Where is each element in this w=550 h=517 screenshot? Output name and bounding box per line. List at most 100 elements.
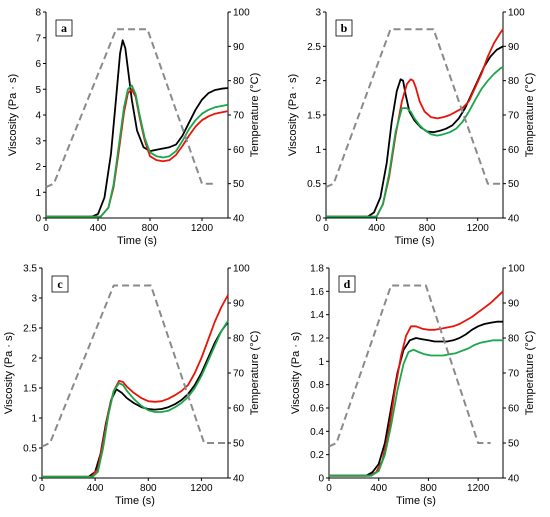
y2-tick-label: 40 bbox=[233, 214, 245, 225]
x-tick-label: 400 bbox=[87, 483, 104, 494]
panel-label: a bbox=[61, 21, 67, 35]
y2-tick-label: 60 bbox=[508, 145, 520, 156]
x-tick-label: 400 bbox=[368, 223, 385, 234]
y-tick-label: 1.2 bbox=[310, 334, 324, 345]
y2-tick-label: 90 bbox=[233, 299, 245, 310]
y2-tick-label: 50 bbox=[508, 439, 520, 450]
y2-tick-label: 70 bbox=[508, 111, 520, 122]
chart-panel-b: 0 0.5 1 1.5 2 2.5 3 40 50 60 70 80 90 100 0 400 800 1200 T… bbox=[287, 8, 536, 248]
x-tick-label: 1200 bbox=[190, 483, 213, 494]
y2-tick-label: 90 bbox=[508, 299, 520, 310]
temperature-line bbox=[328, 284, 491, 448]
y-tick-label: 2 bbox=[31, 354, 37, 365]
y2-axis-label: Temperature (°C) bbox=[249, 331, 261, 415]
y-tick-label: 0.5 bbox=[23, 444, 37, 455]
y-tick-label: 1 bbox=[35, 188, 41, 199]
panel-label: c bbox=[57, 277, 63, 291]
temperature-line bbox=[41, 284, 228, 448]
y-tick-label: 0.6 bbox=[310, 404, 324, 415]
y-tick-label: 4 bbox=[35, 111, 41, 122]
y2-tick-label: 100 bbox=[233, 264, 250, 275]
viscosity-line-1 bbox=[326, 45, 504, 218]
y-tick-label: 1 bbox=[315, 145, 321, 156]
y2-tick-label: 80 bbox=[233, 334, 245, 345]
x-axis-label: Time (s) bbox=[115, 495, 155, 507]
x-tick-label: 400 bbox=[370, 483, 387, 494]
y-tick-label: 1.5 bbox=[307, 111, 321, 122]
y-tick-label: 3 bbox=[31, 294, 37, 305]
y-tick-label: 3.5 bbox=[23, 264, 37, 275]
y2-tick-label: 80 bbox=[508, 334, 520, 345]
y2-tick-label: 60 bbox=[233, 404, 245, 415]
y-tick-label: 0.8 bbox=[310, 380, 324, 391]
y2-tick-label: 40 bbox=[233, 474, 245, 485]
y2-tick-label: 50 bbox=[233, 179, 245, 190]
y-tick-label: 3 bbox=[315, 8, 321, 19]
x-axis-label: Time (s) bbox=[396, 495, 436, 507]
y2-tick-label: 50 bbox=[508, 179, 520, 190]
y2-tick-label: 80 bbox=[233, 76, 245, 87]
chart-panel-d: 0 0.2 0.4 0.6 0.8 1 1.2 1.4 1.6 1.8 40 50 60 70 80 90 10… bbox=[290, 264, 536, 508]
y2-tick-label: 60 bbox=[508, 404, 520, 415]
panel-label-box bbox=[55, 19, 73, 37]
y-tick-label: 0.2 bbox=[310, 450, 324, 461]
y2-axis-label: Temperature (°C) bbox=[524, 73, 536, 157]
y2-tick-label: 60 bbox=[233, 145, 245, 156]
x-tick-label: 800 bbox=[140, 483, 157, 494]
viscosity-line-2 bbox=[46, 88, 229, 218]
y-tick-label: 2.5 bbox=[23, 324, 37, 335]
panel-label-box bbox=[51, 275, 69, 293]
panel-label: b bbox=[341, 21, 348, 35]
viscosity-line-3 bbox=[46, 84, 229, 218]
y2-tick-label: 70 bbox=[233, 369, 245, 380]
viscosity-line-1 bbox=[329, 320, 503, 477]
y2-tick-label: 80 bbox=[508, 76, 520, 87]
y2-axis-label: Temperature (°C) bbox=[524, 331, 536, 415]
viscosity-line-3 bbox=[329, 339, 503, 477]
y-tick-label: 5 bbox=[35, 85, 41, 96]
panel-label-box bbox=[338, 275, 356, 293]
y-tick-label: 1.5 bbox=[23, 384, 37, 395]
y-tick-label: 1.6 bbox=[310, 287, 324, 298]
y-tick-label: 0 bbox=[35, 214, 41, 225]
y-tick-label: 2.5 bbox=[307, 42, 321, 53]
y-tick-label: 2 bbox=[315, 76, 321, 87]
viscosity-line-2 bbox=[329, 290, 504, 477]
y-tick-label: 7 bbox=[35, 33, 41, 44]
y-tick-label: 1 bbox=[318, 357, 324, 368]
y-tick-label: 1.8 bbox=[310, 264, 324, 275]
viscosity-line-3 bbox=[326, 66, 504, 218]
y2-tick-label: 90 bbox=[508, 42, 520, 53]
y-tick-label: 0 bbox=[318, 474, 324, 485]
x-tick-label: 1200 bbox=[467, 223, 490, 234]
viscosity-line-3 bbox=[42, 320, 229, 478]
x-tick-label: 0 bbox=[39, 483, 45, 494]
temperature-line bbox=[45, 28, 215, 189]
y-tick-label: 0.5 bbox=[307, 179, 321, 190]
y2-tick-label: 90 bbox=[233, 42, 245, 53]
y2-tick-label: 40 bbox=[508, 474, 520, 485]
y2-tick-label: 100 bbox=[233, 8, 250, 19]
viscosity-line-1 bbox=[46, 39, 229, 218]
y-tick-label: 1 bbox=[31, 414, 37, 425]
x-tick-label: 400 bbox=[90, 223, 107, 234]
y-tick-label: 8 bbox=[35, 8, 41, 19]
y-tick-label: 3 bbox=[35, 136, 41, 147]
y-axis-label: Viscosity (Pa · s) bbox=[287, 74, 299, 156]
y-tick-label: 0 bbox=[315, 214, 321, 225]
x-tick-label: 0 bbox=[323, 223, 329, 234]
y-tick-label: 0.4 bbox=[310, 427, 324, 438]
x-tick-label: 800 bbox=[142, 223, 159, 234]
x-tick-label: 800 bbox=[419, 223, 436, 234]
viscosity-line-2 bbox=[42, 294, 229, 478]
x-tick-label: 800 bbox=[420, 483, 437, 494]
chart-panel-a: 0 1 2 3 4 5 6 7 8 40 50 60 70 80 90 100 0 400 800 1200 Time … bbox=[7, 8, 261, 248]
y2-tick-label: 40 bbox=[508, 214, 520, 225]
y2-tick-label: 70 bbox=[233, 111, 245, 122]
y-tick-label: 0 bbox=[31, 474, 37, 485]
x-axis-label: Time (s) bbox=[117, 235, 157, 247]
y-tick-label: 2 bbox=[35, 162, 41, 173]
x-tick-label: 0 bbox=[326, 483, 332, 494]
temperature-line bbox=[325, 28, 503, 189]
